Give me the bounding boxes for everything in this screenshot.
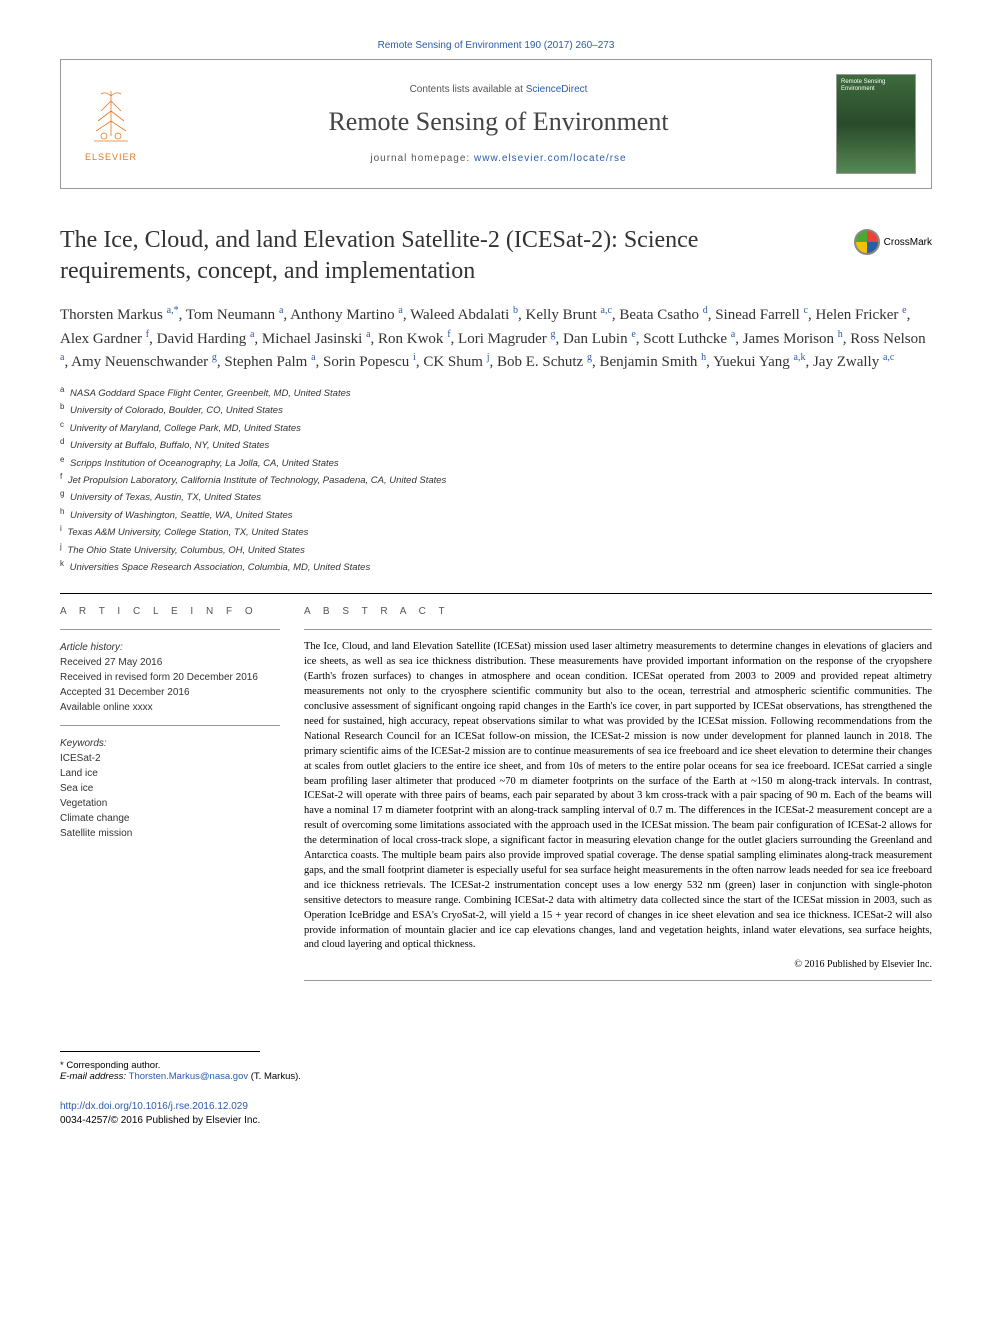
crossmark-label: CrossMark [884,237,932,248]
affiliation-item: c Univerity of Maryland, College Park, M… [60,419,932,436]
journal-title: Remote Sensing of Environment [161,107,836,137]
homepage-link[interactable]: www.elsevier.com/locate/rse [474,153,627,164]
running-header: Remote Sensing of Environment 190 (2017)… [60,40,932,51]
journal-cover-thumbnail: Remote Sensing Environment [836,74,916,174]
affiliation-item: f Jet Propulsion Laboratory, California … [60,471,932,488]
homepage-line: journal homepage: www.elsevier.com/locat… [161,153,836,164]
received-date: Received 27 May 2016 [60,655,280,670]
author-list: Thorsten Markus a,*, Tom Neumann a, Anth… [60,303,932,374]
keyword-item: Vegetation [60,796,280,811]
affiliations-list: a NASA Goddard Space Flight Center, Gree… [60,384,932,575]
accepted-date: Accepted 31 December 2016 [60,685,280,700]
article-history: Article history: Received 27 May 2016 Re… [60,640,280,715]
affiliation-item: e Scripps Institution of Oceanography, L… [60,454,932,471]
crossmark-badge[interactable]: CrossMark [854,229,932,255]
keyword-item: Sea ice [60,781,280,796]
affiliation-item: h University of Washington, Seattle, WA,… [60,506,932,523]
journal-header: ELSEVIER Contents lists available at Sci… [60,59,932,189]
keyword-item: Satellite mission [60,826,280,841]
contents-line: Contents lists available at ScienceDirec… [161,84,836,95]
footnote-divider [60,1051,260,1052]
page-footer: http://dx.doi.org/10.1016/j.rse.2016.12.… [60,1100,932,1128]
affiliation-item: j The Ohio State University, Columbus, O… [60,541,932,558]
info-divider [60,629,280,630]
corresponding-label: * Corresponding author. [60,1060,932,1071]
email-label: E-mail address: [60,1071,129,1082]
abstract-heading: A B S T R A C T [304,606,932,617]
affiliation-item: d University at Buffalo, Buffalo, NY, Un… [60,436,932,453]
affiliation-item: i Texas A&M University, College Station,… [60,523,932,540]
info-divider [60,725,280,726]
abstract-copyright: © 2016 Published by Elsevier Inc. [304,959,932,970]
issn-copyright: 0034-4257/© 2016 Published by Elsevier I… [60,1114,932,1128]
keywords-label: Keywords: [60,736,280,751]
online-date: Available online xxxx [60,700,280,715]
corresponding-author: * Corresponding author. E-mail address: … [60,1060,932,1082]
doi-link[interactable]: http://dx.doi.org/10.1016/j.rse.2016.12.… [60,1101,248,1112]
info-divider [304,629,932,630]
publisher-name: ELSEVIER [85,152,137,162]
elsevier-tree-icon [86,86,136,146]
article-info-heading: A R T I C L E I N F O [60,606,280,617]
cover-text: Remote Sensing Environment [841,79,915,92]
corresponding-email-link[interactable]: Thorsten.Markus@nasa.gov [129,1071,248,1082]
abstract-body: The Ice, Cloud, and land Elevation Satel… [304,640,932,953]
keyword-item: ICESat-2 [60,751,280,766]
sciencedirect-link[interactable]: ScienceDirect [526,84,588,95]
header-center: Contents lists available at ScienceDirec… [161,74,836,174]
crossmark-icon [854,229,880,255]
affiliation-item: g University of Texas, Austin, TX, Unite… [60,488,932,505]
affiliation-item: a NASA Goddard Space Flight Center, Gree… [60,384,932,401]
keyword-item: Land ice [60,766,280,781]
corresponding-name: (T. Markus). [248,1071,301,1082]
revised-date: Received in revised form 20 December 201… [60,670,280,685]
keyword-item: Climate change [60,811,280,826]
publisher-logo: ELSEVIER [61,59,161,189]
history-label: Article history: [60,640,280,655]
section-divider [60,593,932,594]
homepage-prefix: journal homepage: [370,153,474,164]
affiliation-item: k Universities Space Research Associatio… [60,558,932,575]
info-divider [304,980,932,981]
contents-prefix: Contents lists available at [410,84,526,95]
article-title: The Ice, Cloud, and land Elevation Satel… [60,225,932,287]
keywords-block: Keywords: ICESat-2Land iceSea iceVegetat… [60,736,280,841]
affiliation-item: b University of Colorado, Boulder, CO, U… [60,401,932,418]
